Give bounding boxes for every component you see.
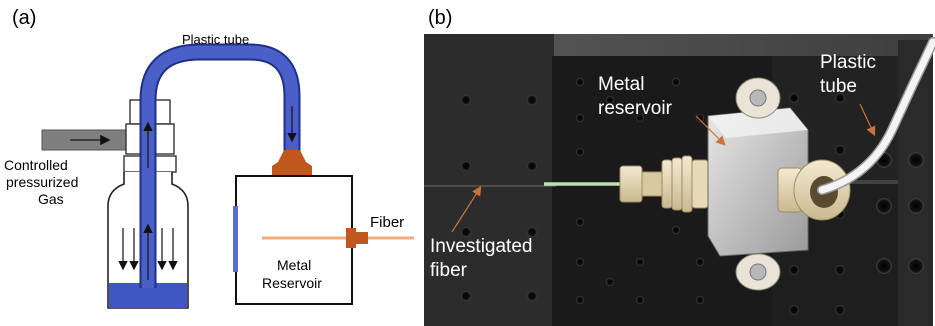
gas-label-line1: Controlled	[4, 157, 68, 173]
metal-reservoir-pointer	[695, 115, 726, 146]
plastic-tube-label-line2: tube	[820, 76, 857, 97]
tube-fitting	[777, 159, 851, 221]
gas-label-line2: pressurized	[6, 174, 78, 190]
panel-b-photo: Metal reservoir Plastic tube Investigate…	[424, 34, 935, 326]
reservoir-label-a-line1: Metal	[277, 257, 311, 273]
breadboard-left	[424, 34, 554, 326]
panel-a-schematic: (a) Plastic tube	[4, 7, 414, 309]
investigated-fiber-label-line2: fiber	[430, 260, 468, 281]
metal-reservoir-label-line1: Metal	[598, 74, 644, 95]
plastic-tube-schematic-fill	[141, 45, 299, 288]
plastic-tube-label-line1: Plastic	[820, 52, 876, 73]
reservoir-label-a-line2: Reservoir	[262, 275, 322, 291]
reservoir-top-fitting	[272, 150, 312, 176]
fiber-label: Fiber	[370, 214, 404, 231]
fiber-connector	[619, 155, 709, 213]
investigated-fiber-label-line1: Investigated	[430, 236, 532, 257]
metal-reservoir-top-face	[708, 108, 808, 138]
panel-b-tag: (b)	[428, 7, 452, 29]
metal-reservoir-label-line2: reservoir	[598, 98, 673, 119]
gas-label-line3: Gas	[38, 191, 64, 207]
plastic-tube-pointer	[859, 103, 876, 137]
clamp-bottom	[735, 253, 781, 291]
plastic-tube-photo-highlight	[818, 38, 935, 194]
fiber-side-fitting	[346, 228, 368, 248]
plastic-tube-label-a: Plastic tube	[182, 32, 249, 47]
reservoir-window	[233, 206, 238, 272]
clamp-top	[735, 77, 781, 119]
panel-a-tag: (a)	[12, 7, 36, 29]
breadboard-holes	[461, 78, 924, 315]
investigated-fiber-pointer	[451, 185, 482, 233]
